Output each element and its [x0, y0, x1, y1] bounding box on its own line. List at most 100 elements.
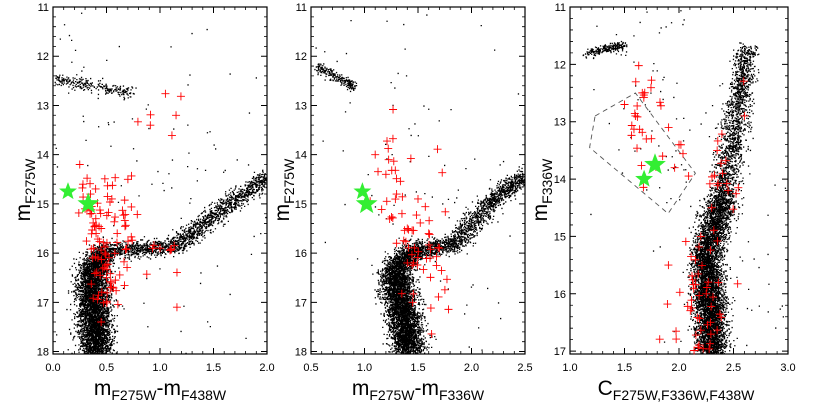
plus-marker	[111, 276, 120, 285]
plus-marker	[655, 98, 664, 107]
red-plus-markers-right	[620, 61, 749, 355]
y-tick-label: 18	[37, 347, 49, 359]
plus-marker	[688, 275, 697, 284]
plus-marker	[90, 222, 99, 231]
plus-marker	[717, 313, 726, 322]
plus-marker	[123, 263, 132, 272]
green-star-markers-middle	[353, 182, 378, 214]
plus-marker	[694, 341, 703, 350]
plus-marker	[146, 110, 155, 119]
plus-marker	[127, 232, 136, 241]
x-tick-label: 2.5	[517, 362, 532, 374]
xlabel-sub2: F438W	[181, 387, 227, 403]
x-axis-label-middle: mF275W-mF336W	[352, 377, 485, 403]
plus-marker	[437, 266, 446, 275]
y-axis-label-left: mF275W	[12, 158, 38, 221]
plus-marker	[78, 183, 87, 192]
plus-marker	[123, 175, 132, 184]
plus-marker	[142, 270, 151, 279]
plus-marker	[120, 281, 129, 290]
highlight-star-marker	[644, 153, 666, 174]
x-tick-label: 0.5	[99, 362, 114, 374]
plus-marker	[739, 77, 748, 86]
plus-marker	[706, 246, 715, 255]
plus-marker	[704, 278, 713, 287]
plus-marker	[106, 269, 115, 278]
plus-marker	[121, 245, 130, 254]
highlight-star-marker	[77, 192, 100, 214]
plus-marker	[627, 121, 636, 130]
y-axis-ticks-middle: 11 12 13 14 15 16 17 18	[295, 2, 525, 359]
red-plus-markers-left	[74, 89, 185, 327]
plus-marker	[407, 250, 416, 259]
y-tick-label: 11	[296, 2, 307, 14]
plus-marker	[410, 243, 419, 252]
x-axis-ticks-middle: 0.5 1.0 1.5 2.0 2.5	[303, 7, 533, 374]
xlabel-sub1: F275W	[369, 387, 415, 403]
plus-marker	[388, 134, 397, 143]
y-axis-ticks-right: 11 12 13 14 15 16 17	[554, 2, 788, 358]
plus-marker	[634, 61, 643, 70]
plus-marker	[709, 226, 718, 235]
plus-marker	[426, 273, 435, 282]
plus-marker	[392, 239, 401, 248]
plus-marker	[384, 144, 393, 153]
plus-marker	[733, 279, 742, 288]
plus-marker	[425, 216, 434, 225]
y-tick-label: 11	[38, 2, 49, 14]
plus-marker	[167, 131, 176, 140]
plus-marker	[99, 298, 108, 307]
plus-marker	[734, 183, 743, 192]
plus-marker	[627, 131, 636, 140]
plus-marker	[426, 304, 435, 313]
plus-marker	[101, 250, 110, 259]
plus-marker	[87, 245, 96, 254]
x-axis-label-left: mF275W-mF438W	[94, 377, 227, 403]
ylabel-main: m	[12, 204, 35, 222]
plus-marker	[371, 150, 380, 159]
plus-marker	[706, 318, 715, 327]
plus-marker	[121, 222, 130, 231]
x-tick-label: 1.5	[410, 362, 425, 374]
plus-marker	[664, 123, 673, 132]
plus-marker	[707, 302, 716, 311]
plus-marker	[92, 268, 101, 277]
plus-marker	[113, 300, 122, 309]
x-tick-label: 2.0	[671, 362, 686, 374]
plus-marker	[647, 76, 656, 85]
plus-marker	[676, 140, 685, 149]
plus-marker	[435, 244, 444, 253]
ylabel-main: m	[529, 204, 552, 222]
ylabel-sub: F275W	[281, 158, 297, 204]
plus-marker	[123, 237, 132, 246]
plus-marker	[82, 237, 91, 246]
plus-marker	[702, 283, 711, 292]
y-tick-label: 13	[295, 100, 307, 112]
plus-marker	[413, 253, 422, 262]
plus-marker	[83, 174, 92, 183]
plus-marker	[425, 230, 434, 239]
plus-marker	[438, 168, 447, 177]
x-axis-label-right: CF275W,F336W,F438W	[598, 377, 756, 403]
plus-marker	[128, 236, 137, 245]
plus-marker	[389, 105, 398, 114]
y-tick-label: 14	[295, 150, 307, 162]
xlabel-sub1: F275W,F336W,F438W	[613, 387, 755, 403]
y-tick-label: 14	[554, 174, 566, 186]
plus-marker	[630, 109, 639, 118]
plus-marker	[156, 244, 164, 253]
plus-marker	[687, 296, 696, 305]
plus-marker	[388, 213, 397, 222]
plus-marker	[434, 292, 443, 301]
plus-marker	[441, 207, 450, 216]
y-tick-label: 15	[37, 199, 49, 211]
plus-marker	[426, 245, 435, 254]
plus-marker	[424, 229, 433, 238]
plus-marker	[172, 111, 181, 120]
y-tick-label: 12	[295, 51, 307, 63]
plus-marker	[724, 186, 733, 195]
plus-marker	[695, 314, 704, 323]
plus-marker	[716, 159, 725, 168]
plus-marker	[422, 254, 431, 263]
